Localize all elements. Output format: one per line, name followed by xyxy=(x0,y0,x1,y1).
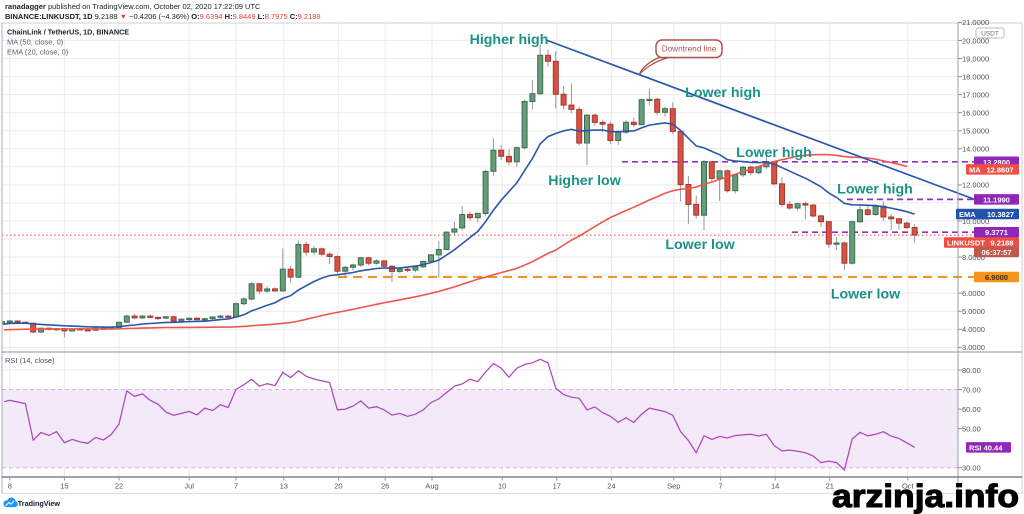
svg-text:Higher high: Higher high xyxy=(470,32,549,48)
svg-text:14: 14 xyxy=(771,482,779,491)
svg-text:14.0000: 14.0000 xyxy=(962,145,989,154)
svg-text:Lower low: Lower low xyxy=(665,237,735,253)
svg-text:10.3827: 10.3827 xyxy=(987,210,1014,219)
svg-text:11.1990: 11.1990 xyxy=(983,195,1010,204)
svg-text:ChainLink / TetherUS, 1D, BINA: ChainLink / TetherUS, 1D, BINANCE xyxy=(7,28,129,37)
svg-text:17.0000: 17.0000 xyxy=(962,90,989,99)
svg-text:20.0000: 20.0000 xyxy=(962,36,989,45)
svg-text:12.8607: 12.8607 xyxy=(986,165,1013,174)
svg-text:24: 24 xyxy=(607,482,615,491)
svg-text:Downtrend line: Downtrend line xyxy=(662,45,717,54)
svg-text:Higher low: Higher low xyxy=(548,173,621,189)
svg-text:Lower high: Lower high xyxy=(837,182,913,198)
svg-text:7: 7 xyxy=(234,482,238,491)
svg-text:15.0000: 15.0000 xyxy=(962,127,989,136)
svg-text:17: 17 xyxy=(553,482,561,491)
svg-text:Sep: Sep xyxy=(667,482,680,491)
svg-text:EMA (20, close, 0): EMA (20, close, 0) xyxy=(7,48,69,57)
svg-text:RSI: RSI xyxy=(969,443,982,452)
svg-text:Lower high: Lower high xyxy=(736,145,812,161)
svg-text:10.0000: 10.0000 xyxy=(962,217,989,226)
svg-text:22: 22 xyxy=(115,482,123,491)
svg-text:Lower low: Lower low xyxy=(831,287,901,303)
svg-text:19.0000: 19.0000 xyxy=(962,54,989,63)
svg-text:Jul: Jul xyxy=(184,482,194,491)
svg-text:Oct: Oct xyxy=(902,482,915,491)
svg-text:21: 21 xyxy=(826,482,834,491)
svg-text:5.0000: 5.0000 xyxy=(962,307,985,316)
svg-text:21.0000: 21.0000 xyxy=(962,18,989,27)
svg-text:6.9000: 6.9000 xyxy=(985,273,1008,282)
svg-text:8: 8 xyxy=(8,482,12,491)
svg-text:RSI (14, close): RSI (14, close) xyxy=(5,356,55,365)
svg-text:60.00: 60.00 xyxy=(962,405,981,414)
svg-text:7: 7 xyxy=(719,482,723,491)
svg-text:TradingView: TradingView xyxy=(18,499,61,508)
svg-text:6.0000: 6.0000 xyxy=(962,289,985,298)
svg-text:30.00: 30.00 xyxy=(962,464,981,473)
svg-text:Lower high: Lower high xyxy=(685,85,761,101)
svg-text:4.0000: 4.0000 xyxy=(962,325,985,334)
svg-text:Aug: Aug xyxy=(425,482,438,491)
svg-text:16.0000: 16.0000 xyxy=(962,109,989,118)
svg-text:12.0000: 12.0000 xyxy=(962,181,989,190)
svg-text:9.3771: 9.3771 xyxy=(985,228,1008,237)
svg-text:9.2188: 9.2188 xyxy=(991,238,1014,247)
svg-text:8.0000: 8.0000 xyxy=(962,253,985,262)
svg-text:18.0000: 18.0000 xyxy=(962,72,989,81)
svg-text:80.00: 80.00 xyxy=(962,366,981,375)
svg-text:MA (50, close, 0): MA (50, close, 0) xyxy=(7,38,64,47)
svg-text:MA: MA xyxy=(969,165,981,174)
svg-text:13.2800: 13.2800 xyxy=(983,158,1010,167)
svg-text:BINANCE:LINKUSDT, 1D 9.2188 ▼: BINANCE:LINKUSDT, 1D 9.2188 ▼ −0.4206 (−… xyxy=(5,12,321,21)
svg-text:LINKUSDT: LINKUSDT xyxy=(947,238,985,247)
svg-text:10: 10 xyxy=(498,482,506,491)
svg-text:26: 26 xyxy=(381,482,389,491)
svg-text:70.00: 70.00 xyxy=(962,385,981,394)
svg-text:13: 13 xyxy=(280,482,288,491)
svg-text:USDT: USDT xyxy=(981,31,999,38)
svg-text:EMA: EMA xyxy=(959,210,976,219)
svg-text:15: 15 xyxy=(60,482,68,491)
svg-text:20: 20 xyxy=(334,482,342,491)
svg-text:3.0000: 3.0000 xyxy=(962,343,985,352)
svg-text:ranadagger published on Tradin: ranadagger published on TradingView.com,… xyxy=(5,2,261,11)
svg-text:40.44: 40.44 xyxy=(984,443,1004,452)
svg-text:50.00: 50.00 xyxy=(962,424,981,433)
svg-text:arzinja.info: arzinja.info xyxy=(832,478,1019,514)
svg-text:06:37:57: 06:37:57 xyxy=(981,248,1011,257)
